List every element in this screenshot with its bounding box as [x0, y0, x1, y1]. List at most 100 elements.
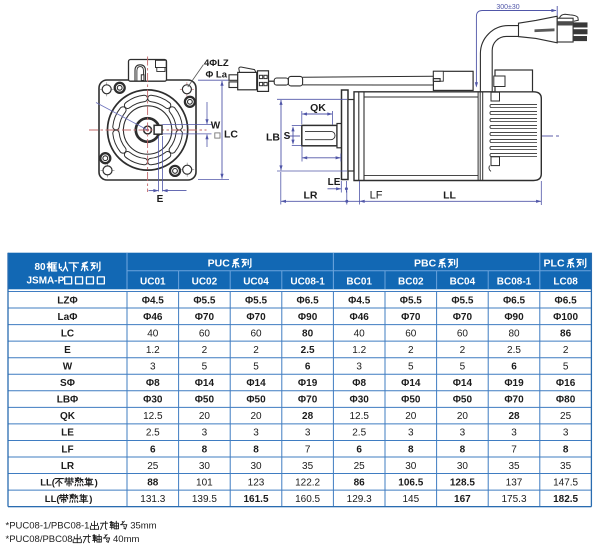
- svg-text:Φ50: Φ50: [401, 395, 421, 406]
- svg-text:20: 20: [250, 411, 262, 422]
- svg-text:LBΦ: LBΦ: [57, 395, 79, 406]
- svg-text:LE: LE: [61, 428, 74, 439]
- svg-text:60: 60: [457, 328, 469, 339]
- svg-text:Φ50: Φ50: [195, 395, 215, 406]
- svg-text:35: 35: [302, 461, 314, 472]
- svg-text:80: 80: [508, 328, 520, 339]
- svg-text:129.3: 129.3: [347, 494, 372, 505]
- svg-text:35: 35: [508, 461, 520, 472]
- svg-text:101: 101: [196, 477, 213, 488]
- svg-text:4ΦLZ: 4ΦLZ: [204, 58, 229, 69]
- svg-text:E: E: [64, 345, 71, 356]
- svg-text:7: 7: [511, 444, 517, 455]
- svg-text:PBC: PBC: [414, 258, 437, 270]
- svg-text:): ): [89, 494, 92, 505]
- svg-text:122.2: 122.2: [295, 477, 320, 488]
- svg-text:2: 2: [408, 345, 414, 356]
- svg-text:LC: LC: [61, 328, 74, 339]
- svg-text:30: 30: [405, 461, 417, 472]
- svg-text:Φ70: Φ70: [195, 312, 215, 323]
- svg-text:Φ6.5: Φ6.5: [503, 295, 526, 306]
- svg-text:60: 60: [199, 328, 211, 339]
- svg-text:2.5: 2.5: [507, 345, 521, 356]
- svg-text:2: 2: [253, 345, 259, 356]
- svg-text:PLC: PLC: [544, 258, 565, 270]
- svg-text:Φ14: Φ14: [195, 378, 215, 389]
- svg-text:Φ46: Φ46: [350, 312, 370, 323]
- svg-text:Φ6.5: Φ6.5: [555, 295, 578, 306]
- svg-text:UC02: UC02: [192, 276, 218, 287]
- svg-text:5: 5: [563, 362, 569, 373]
- svg-text:3: 3: [408, 428, 414, 439]
- svg-text:5: 5: [408, 362, 414, 373]
- svg-text:5: 5: [460, 362, 466, 373]
- svg-text:Φ50: Φ50: [453, 395, 473, 406]
- svg-text:86: 86: [560, 328, 572, 339]
- svg-text:2.5: 2.5: [301, 345, 315, 356]
- svg-text:*PUC08/PBC08: *PUC08/PBC08: [6, 534, 73, 545]
- svg-text:3: 3: [150, 362, 156, 373]
- svg-text:JSMA-P: JSMA-P: [27, 275, 65, 286]
- svg-text:40mm: 40mm: [113, 534, 139, 545]
- svg-text:LF: LF: [61, 444, 73, 455]
- svg-text:12.5: 12.5: [349, 411, 369, 422]
- svg-text:Φ5.5: Φ5.5: [451, 295, 474, 306]
- svg-text:S: S: [284, 131, 291, 142]
- svg-text:8: 8: [408, 444, 414, 455]
- svg-text:Φ30: Φ30: [143, 395, 163, 406]
- svg-text:Φ5.5: Φ5.5: [245, 295, 268, 306]
- svg-text:W: W: [211, 121, 221, 132]
- svg-text:28: 28: [508, 411, 520, 422]
- svg-text:E: E: [157, 194, 164, 205]
- svg-text:Φ19: Φ19: [504, 378, 524, 389]
- svg-text:LL(: LL(: [40, 477, 56, 488]
- svg-text:20: 20: [457, 411, 469, 422]
- svg-text:35mm: 35mm: [130, 521, 156, 532]
- svg-text:Φ70: Φ70: [453, 312, 473, 323]
- svg-text:20: 20: [199, 411, 211, 422]
- svg-text:182.5: 182.5: [553, 494, 578, 505]
- svg-text:Φ70: Φ70: [504, 395, 524, 406]
- svg-text:LC: LC: [224, 129, 238, 141]
- svg-text:88: 88: [147, 477, 159, 488]
- svg-text:2: 2: [460, 345, 466, 356]
- svg-text:BC01: BC01: [346, 276, 372, 287]
- svg-text:6: 6: [305, 362, 311, 373]
- svg-text:LL: LL: [443, 190, 456, 202]
- svg-text:PUC: PUC: [208, 258, 231, 270]
- svg-text:Φ14: Φ14: [453, 378, 473, 389]
- svg-text:40: 40: [147, 328, 159, 339]
- svg-text:7: 7: [305, 444, 311, 455]
- svg-text:6: 6: [356, 444, 362, 455]
- svg-text:1.2: 1.2: [352, 345, 366, 356]
- svg-text:300±30: 300±30: [496, 4, 519, 11]
- svg-text:Φ100: Φ100: [553, 312, 578, 323]
- svg-text:Φ4.5: Φ4.5: [142, 295, 165, 306]
- svg-text:BC04: BC04: [450, 276, 476, 287]
- svg-text:161.5: 161.5: [243, 494, 268, 505]
- svg-text:SΦ: SΦ: [60, 378, 75, 389]
- svg-text:60: 60: [250, 328, 262, 339]
- svg-text:28: 28: [302, 411, 314, 422]
- svg-text:60: 60: [405, 328, 417, 339]
- svg-text:35: 35: [560, 461, 572, 472]
- svg-text:Φ19: Φ19: [298, 378, 318, 389]
- svg-text:Φ16: Φ16: [556, 378, 576, 389]
- svg-text:*PUC08-1/PBC08-1: *PUC08-1/PBC08-1: [6, 521, 90, 532]
- svg-text:30: 30: [250, 461, 262, 472]
- svg-text:Φ90: Φ90: [298, 312, 318, 323]
- svg-text:LB: LB: [266, 131, 280, 143]
- svg-text:147.5: 147.5: [553, 477, 578, 488]
- svg-text:25: 25: [354, 461, 366, 472]
- svg-text:30: 30: [457, 461, 469, 472]
- svg-text:UC08-1: UC08-1: [290, 276, 325, 287]
- svg-text:LL(: LL(: [45, 494, 61, 505]
- svg-text:6: 6: [511, 362, 517, 373]
- svg-text:2.5: 2.5: [352, 428, 366, 439]
- svg-text:123: 123: [248, 477, 265, 488]
- svg-text:8: 8: [563, 444, 569, 455]
- svg-text:LC08: LC08: [553, 276, 578, 287]
- svg-text:Φ50: Φ50: [246, 395, 266, 406]
- svg-text:Φ70: Φ70: [298, 395, 318, 406]
- svg-text:LF: LF: [370, 190, 383, 202]
